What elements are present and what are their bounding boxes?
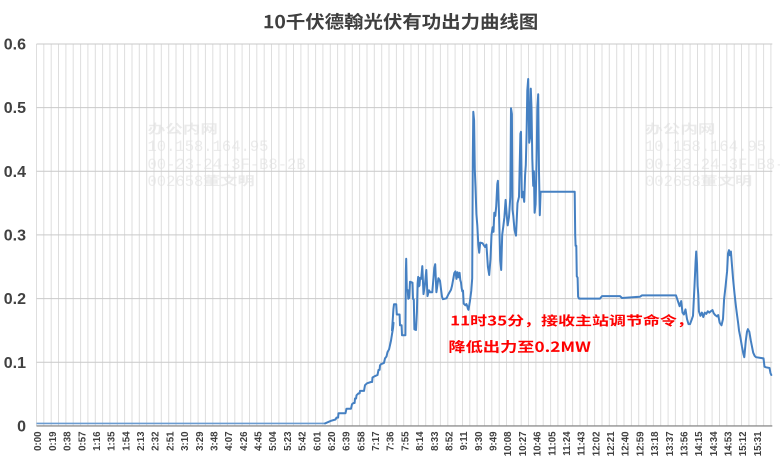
svg-text:10.158.164.95: 10.158.164.95 [645,138,766,156]
svg-text:12:02: 12:02 [591,432,602,457]
svg-text:10:46: 10:46 [533,431,544,456]
svg-text:2:13: 2:13 [136,431,147,451]
svg-text:13:37: 13:37 [665,432,676,457]
svg-text:13:56: 13:56 [680,431,691,456]
svg-text:3:29: 3:29 [195,431,206,451]
svg-text:6:58: 6:58 [356,431,367,451]
svg-text:0: 0 [17,419,26,436]
svg-text:3:10: 3:10 [180,432,191,451]
svg-text:002658: 002658 [645,173,701,191]
svg-text:5:42: 5:42 [298,432,309,451]
svg-text:002658: 002658 [148,173,204,191]
svg-text:5:04: 5:04 [268,431,279,451]
svg-text:4:07: 4:07 [224,432,235,451]
svg-text:9:49: 9:49 [489,431,500,451]
svg-text:6:39: 6:39 [342,431,353,451]
svg-text:1:35: 1:35 [107,431,118,451]
svg-text:10:08: 10:08 [503,431,514,456]
svg-text:0.2: 0.2 [4,291,26,308]
svg-text:4:45: 4:45 [254,431,265,451]
svg-text:12:21: 12:21 [606,431,617,456]
svg-text:0:57: 0:57 [77,432,88,451]
svg-text:5:23: 5:23 [283,431,294,451]
svg-text:12:59: 12:59 [635,431,646,456]
svg-text:14:15: 14:15 [694,431,705,456]
svg-text:0:00: 0:00 [33,432,44,451]
svg-text:11:05: 11:05 [547,431,558,456]
svg-text:12:40: 12:40 [621,432,632,457]
svg-text:6:20: 6:20 [327,432,338,451]
svg-text:2:51: 2:51 [165,431,176,451]
svg-text:0.5: 0.5 [4,100,26,117]
svg-text:00-23-24-3F-B8-2B: 00-23-24-3F-B8-2B [148,156,306,174]
svg-text:6:01: 6:01 [312,431,323,451]
svg-text:7:55: 7:55 [400,431,411,451]
svg-text:3:48: 3:48 [210,431,221,451]
svg-text:15:12: 15:12 [738,432,749,457]
svg-text:8:52: 8:52 [445,432,456,451]
svg-text:14:53: 14:53 [724,431,735,456]
svg-text:0:19: 0:19 [48,431,59,451]
svg-text:2:32: 2:32 [151,432,162,451]
svg-text:0.3: 0.3 [4,228,26,245]
svg-text:7:17: 7:17 [371,432,382,451]
svg-text:11:43: 11:43 [577,431,588,456]
svg-text:7:36: 7:36 [386,431,397,451]
svg-text:8:33: 8:33 [430,431,441,451]
svg-text:4:26: 4:26 [239,431,250,451]
svg-text:8:14: 8:14 [415,431,426,451]
svg-text:9:11: 9:11 [459,431,470,450]
svg-text:9:30: 9:30 [474,432,485,451]
svg-text:13:18: 13:18 [650,431,661,456]
svg-text:1:54: 1:54 [121,431,132,451]
svg-text:0.1: 0.1 [4,355,26,372]
svg-text:0.4: 0.4 [4,164,26,181]
svg-text:0:38: 0:38 [63,431,74,451]
svg-text:14:34: 14:34 [709,431,720,456]
svg-text:1:16: 1:16 [92,431,103,451]
svg-text:0.6: 0.6 [4,37,26,54]
svg-text:10.158.164.95: 10.158.164.95 [148,138,269,156]
svg-text:10:27: 10:27 [518,432,529,457]
svg-text:15:31: 15:31 [753,431,764,456]
svg-text:11:24: 11:24 [562,431,573,456]
